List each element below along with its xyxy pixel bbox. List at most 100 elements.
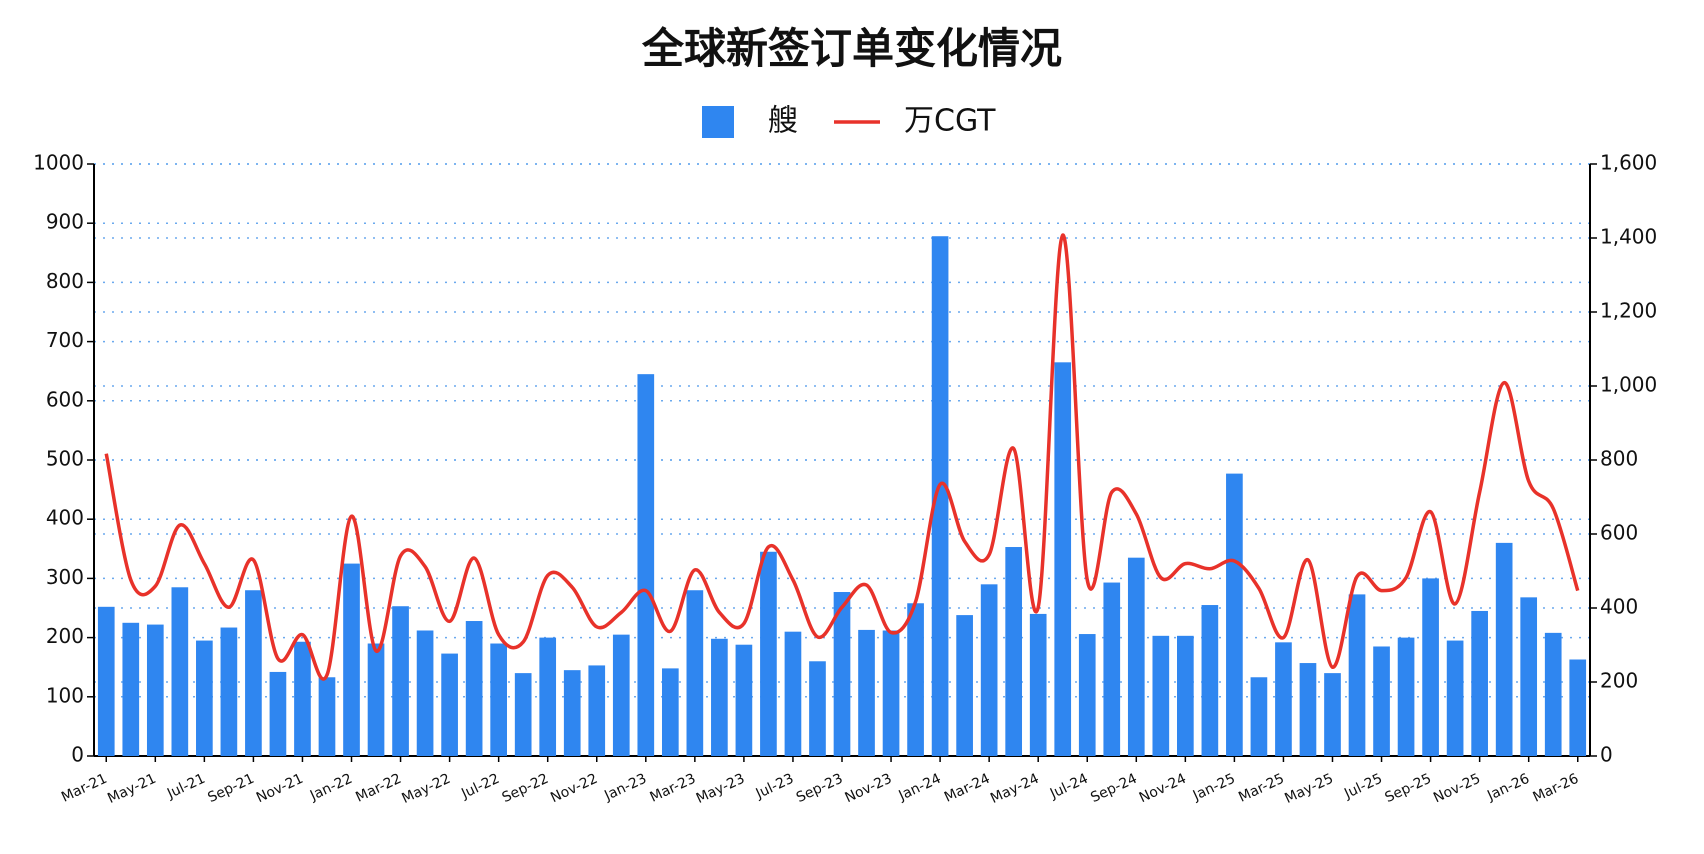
- line: [104, 233, 1580, 681]
- x-tick-label: Sep-24: [1088, 771, 1139, 806]
- x-tick-label: Mar-24: [942, 771, 993, 806]
- bar: [1324, 673, 1341, 756]
- bar: [490, 643, 507, 756]
- bar: [1152, 635, 1170, 756]
- x-tick-label: Nov-22: [548, 771, 600, 807]
- bar: [1348, 594, 1366, 756]
- x-tick-label: Jul-23: [753, 771, 797, 803]
- y2-tick-label: 400: [1600, 595, 1638, 619]
- x-tick-label: Nov-23: [843, 771, 895, 807]
- bar: [612, 634, 630, 756]
- bar: [343, 563, 360, 756]
- x-tick-label: Jan-23: [601, 771, 649, 805]
- x-tick-label: Sep-25: [1383, 771, 1434, 806]
- bar: [441, 653, 458, 756]
- bar: [931, 236, 949, 756]
- chart-title: 全球新签订单变化情况: [641, 24, 1062, 73]
- bar: [1005, 547, 1023, 756]
- bar: [269, 671, 287, 756]
- bar: [1471, 610, 1488, 756]
- bar: [171, 587, 189, 756]
- bar: [318, 677, 336, 756]
- bar: [661, 668, 679, 756]
- bar: [220, 627, 238, 756]
- bar: [1299, 663, 1317, 756]
- x-tick-label: Jan-25: [1190, 771, 1238, 805]
- x-tick-label: May-25: [1282, 771, 1336, 807]
- bar: [465, 621, 483, 756]
- y2-tick-label: 1,400: [1600, 225, 1657, 249]
- bar: [1029, 613, 1047, 756]
- bar: [367, 643, 385, 756]
- bar: [1201, 605, 1219, 756]
- bar: [146, 624, 164, 756]
- y2-tick-label: 1,600: [1600, 151, 1657, 175]
- y-tick-label: 300: [46, 565, 84, 589]
- y2-tick-label: 800: [1600, 447, 1638, 471]
- y-tick-label: 0: [71, 743, 84, 767]
- bar: [122, 622, 140, 756]
- x-tick-label: Nov-21: [254, 771, 306, 807]
- y-tick-label: 900: [46, 210, 84, 234]
- x-tick-label: Jan-22: [307, 771, 355, 805]
- x-tick-label: Mar-23: [648, 771, 699, 806]
- x-tick-label: Nov-24: [1137, 771, 1189, 807]
- x-tick-label: Mar-26: [1530, 771, 1581, 806]
- bar: [980, 584, 998, 756]
- x-tick-label: Nov-25: [1431, 771, 1483, 807]
- x-tick-label: May-22: [399, 771, 453, 807]
- bar: [711, 638, 728, 756]
- legend-label: 万CGT: [904, 104, 996, 139]
- y2-tick-label: 200: [1600, 669, 1638, 693]
- y2-tick-label: 0: [1600, 743, 1613, 767]
- x-tick-label: Jul-25: [1341, 771, 1385, 803]
- bar: [196, 640, 213, 756]
- bar: [809, 661, 826, 756]
- x-tick-label: Mar-21: [59, 771, 110, 806]
- bar: [686, 590, 704, 756]
- bar: [907, 603, 924, 756]
- bar: [1078, 634, 1096, 756]
- y-tick-label: 100: [46, 683, 84, 707]
- bar: [294, 641, 311, 756]
- bar: [1127, 557, 1145, 756]
- bar: [637, 374, 655, 756]
- bar: [588, 665, 606, 756]
- legend-swatch: [702, 106, 734, 138]
- x-tick-label: Mar-25: [1236, 771, 1287, 806]
- legend-label: 艘: [768, 104, 798, 139]
- bar: [392, 606, 409, 756]
- bar: [1250, 677, 1268, 756]
- x-tick-label: Jul-21: [164, 771, 208, 803]
- y-tick-label: 200: [46, 624, 84, 648]
- bar: [1103, 582, 1121, 756]
- y-tick-label: 800: [46, 269, 84, 293]
- bar: [97, 606, 115, 756]
- y-tick-label: 400: [46, 506, 84, 530]
- bar: [1446, 640, 1464, 756]
- x-tick-label: Jul-24: [1047, 771, 1091, 803]
- y-tick-label: 700: [46, 328, 84, 352]
- bar: [1373, 646, 1390, 756]
- bar: [416, 630, 434, 756]
- x-tick-label: May-23: [694, 771, 748, 807]
- x-tick-label: Jan-26: [1484, 771, 1532, 805]
- bar: [245, 590, 262, 756]
- bar: [1520, 597, 1538, 756]
- bar: [784, 631, 802, 756]
- x-tick-label: Sep-23: [794, 771, 845, 806]
- bar: [1495, 542, 1513, 756]
- bar: [514, 673, 532, 756]
- bar: [1569, 659, 1587, 756]
- bar: [1544, 632, 1562, 756]
- x-tick-label: May-24: [988, 771, 1042, 807]
- x-tick-label: Jul-22: [458, 771, 502, 803]
- y2-tick-label: 1,200: [1600, 299, 1657, 323]
- y-tick-label: 600: [46, 387, 84, 411]
- x-tick-label: Jan-24: [896, 771, 944, 805]
- bar: [956, 615, 973, 756]
- bar: [539, 637, 557, 756]
- bar: [1226, 473, 1243, 756]
- bar: [1177, 635, 1194, 756]
